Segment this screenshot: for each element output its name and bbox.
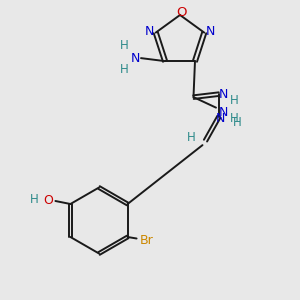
Text: Br: Br (140, 233, 154, 247)
Text: N: N (145, 25, 154, 38)
Text: N: N (219, 106, 228, 118)
Text: N: N (216, 112, 225, 124)
Text: H: H (230, 112, 238, 124)
Text: H: H (30, 193, 39, 206)
Text: N: N (130, 52, 140, 64)
Text: N: N (206, 25, 215, 38)
Text: O: O (176, 6, 187, 19)
Text: H: H (120, 63, 129, 76)
Text: H: H (230, 94, 238, 106)
Text: O: O (43, 194, 53, 208)
Text: N: N (219, 88, 228, 100)
Text: H: H (187, 131, 196, 144)
Text: H: H (120, 39, 129, 52)
Text: H: H (232, 116, 242, 129)
